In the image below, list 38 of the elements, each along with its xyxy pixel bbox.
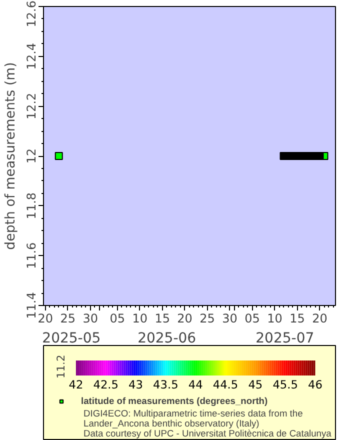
text: 2025-06 [138, 330, 196, 346]
color-bar-label: 43.5 [153, 378, 178, 392]
y-tick-label: 12.4 [24, 42, 38, 70]
color-bar-label: 46 [308, 378, 322, 392]
x-tick-label: 30 [82, 312, 98, 326]
x-tick-label: 10 [267, 312, 282, 326]
text: 2025-05 [42, 330, 101, 346]
y-tick-label: 12.6 [24, 0, 38, 28]
x-tick-label: 05 [244, 312, 260, 326]
text: 2025-07 [256, 330, 314, 346]
text: Data courtesy of UPC - Universitat Politècnica de Catalunya [84, 428, 332, 438]
x-tick-label: 15 [154, 312, 170, 326]
text: Lander_Ancona benthic observatory (Italy) [84, 418, 260, 428]
color-bar-label: 44.5 [212, 378, 238, 392]
x-tick-label: 20 [312, 312, 328, 326]
color-bar-label: 45 [248, 378, 263, 392]
x-tick-label: 25 [60, 312, 76, 326]
y-tick-label: 12 [24, 148, 38, 164]
color-bar-label: 42.5 [93, 378, 118, 392]
color-bar-label: 45.5 [272, 378, 298, 392]
color-bar-label: 42 [68, 378, 84, 392]
y-tick-label: 12.2 [24, 92, 38, 120]
text: 11.2 [54, 354, 68, 378]
x-tick-label: 05 [110, 312, 125, 326]
x-tick-label: 30 [222, 312, 238, 326]
y-tick-label: 11.6 [24, 242, 38, 270]
color-bar-label: 44 [188, 378, 203, 392]
x-tick-label: 10 [132, 312, 148, 326]
x-tick-label: 25 [200, 312, 215, 326]
x-tick-label: 15 [290, 312, 305, 326]
legend-label: latitude of measurements (degrees_north) [81, 396, 268, 406]
color-bar-label: 43 [128, 378, 143, 392]
x-tick-label: 20 [177, 312, 192, 326]
text: DIGI4ECO: Multiparametric time-series data from the [84, 408, 303, 418]
y-tick-label: 11.8 [24, 192, 38, 220]
x-tick-label: 20 [38, 312, 54, 326]
y-axis-title: depth of measurements (m) [4, 62, 18, 250]
y-tick-label: 11.4 [24, 292, 38, 319]
